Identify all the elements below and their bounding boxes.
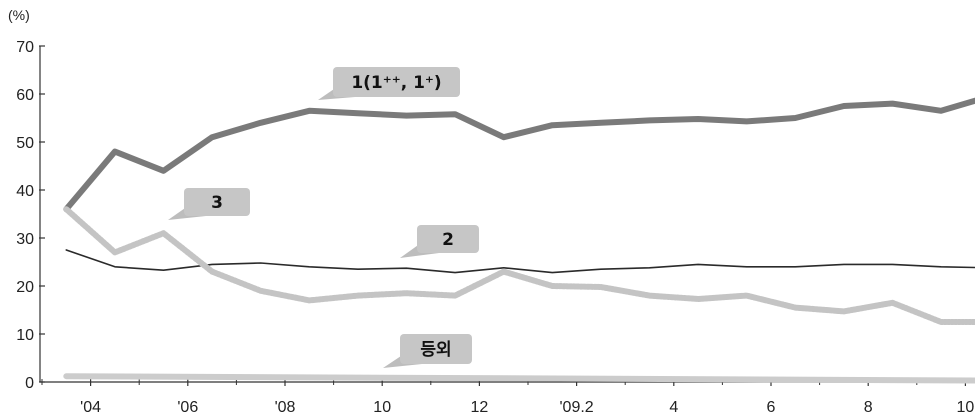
callout-layer: 1(1⁺⁺, 1⁺) 3 2 등외 [168,67,479,368]
y-tick-label: 40 [16,183,34,200]
callout-label: 2 [442,230,454,250]
y-tick-label: 70 [16,39,34,56]
y-tick-label: 20 [16,279,34,296]
callout-label: 3 [211,193,223,213]
callout-3: 등외 [383,334,472,368]
callout-label: 등외 [420,340,451,360]
x-tick-label: '08 [275,399,296,416]
series-line-1 [65,249,975,274]
x-tick-label: 4 [669,399,678,416]
x-tick-label: '09.2 [559,399,593,416]
callout-box [417,225,479,253]
x-tick-label: 6 [767,399,776,416]
y-tick-label: 50 [16,135,34,152]
series-layer [63,97,975,384]
callout-box [333,67,460,97]
x-tick-label: 8 [864,399,873,416]
series-line-2 [63,206,975,325]
y-unit-label: (%) [8,7,30,23]
callout-box [184,188,250,216]
y-tick-label: 10 [16,327,34,344]
callout-box [400,334,472,364]
callout-label: 1(1⁺⁺, 1⁺) [351,73,441,93]
callout-1: 3 [168,188,250,220]
y-tick-label: 0 [25,375,34,392]
callout-2: 2 [400,225,479,258]
x-tick-label: 10 [957,399,975,416]
y-tick-label: 60 [16,87,34,104]
series-line-0 [63,97,975,213]
x-tick-label: '04 [80,399,101,416]
axes: 0 10 20 30 40 50 60 70 '04 '06 '08 10 12 '09.2 4 6 8 10 [16,39,974,416]
callout-0: 1(1⁺⁺, 1⁺) [318,67,460,100]
x-tick-label: '06 [177,399,198,416]
series-line-3 [63,373,975,384]
x-tick-label: 10 [373,399,391,416]
x-tick-label: 12 [471,399,489,416]
y-tick-label: 30 [16,231,34,248]
